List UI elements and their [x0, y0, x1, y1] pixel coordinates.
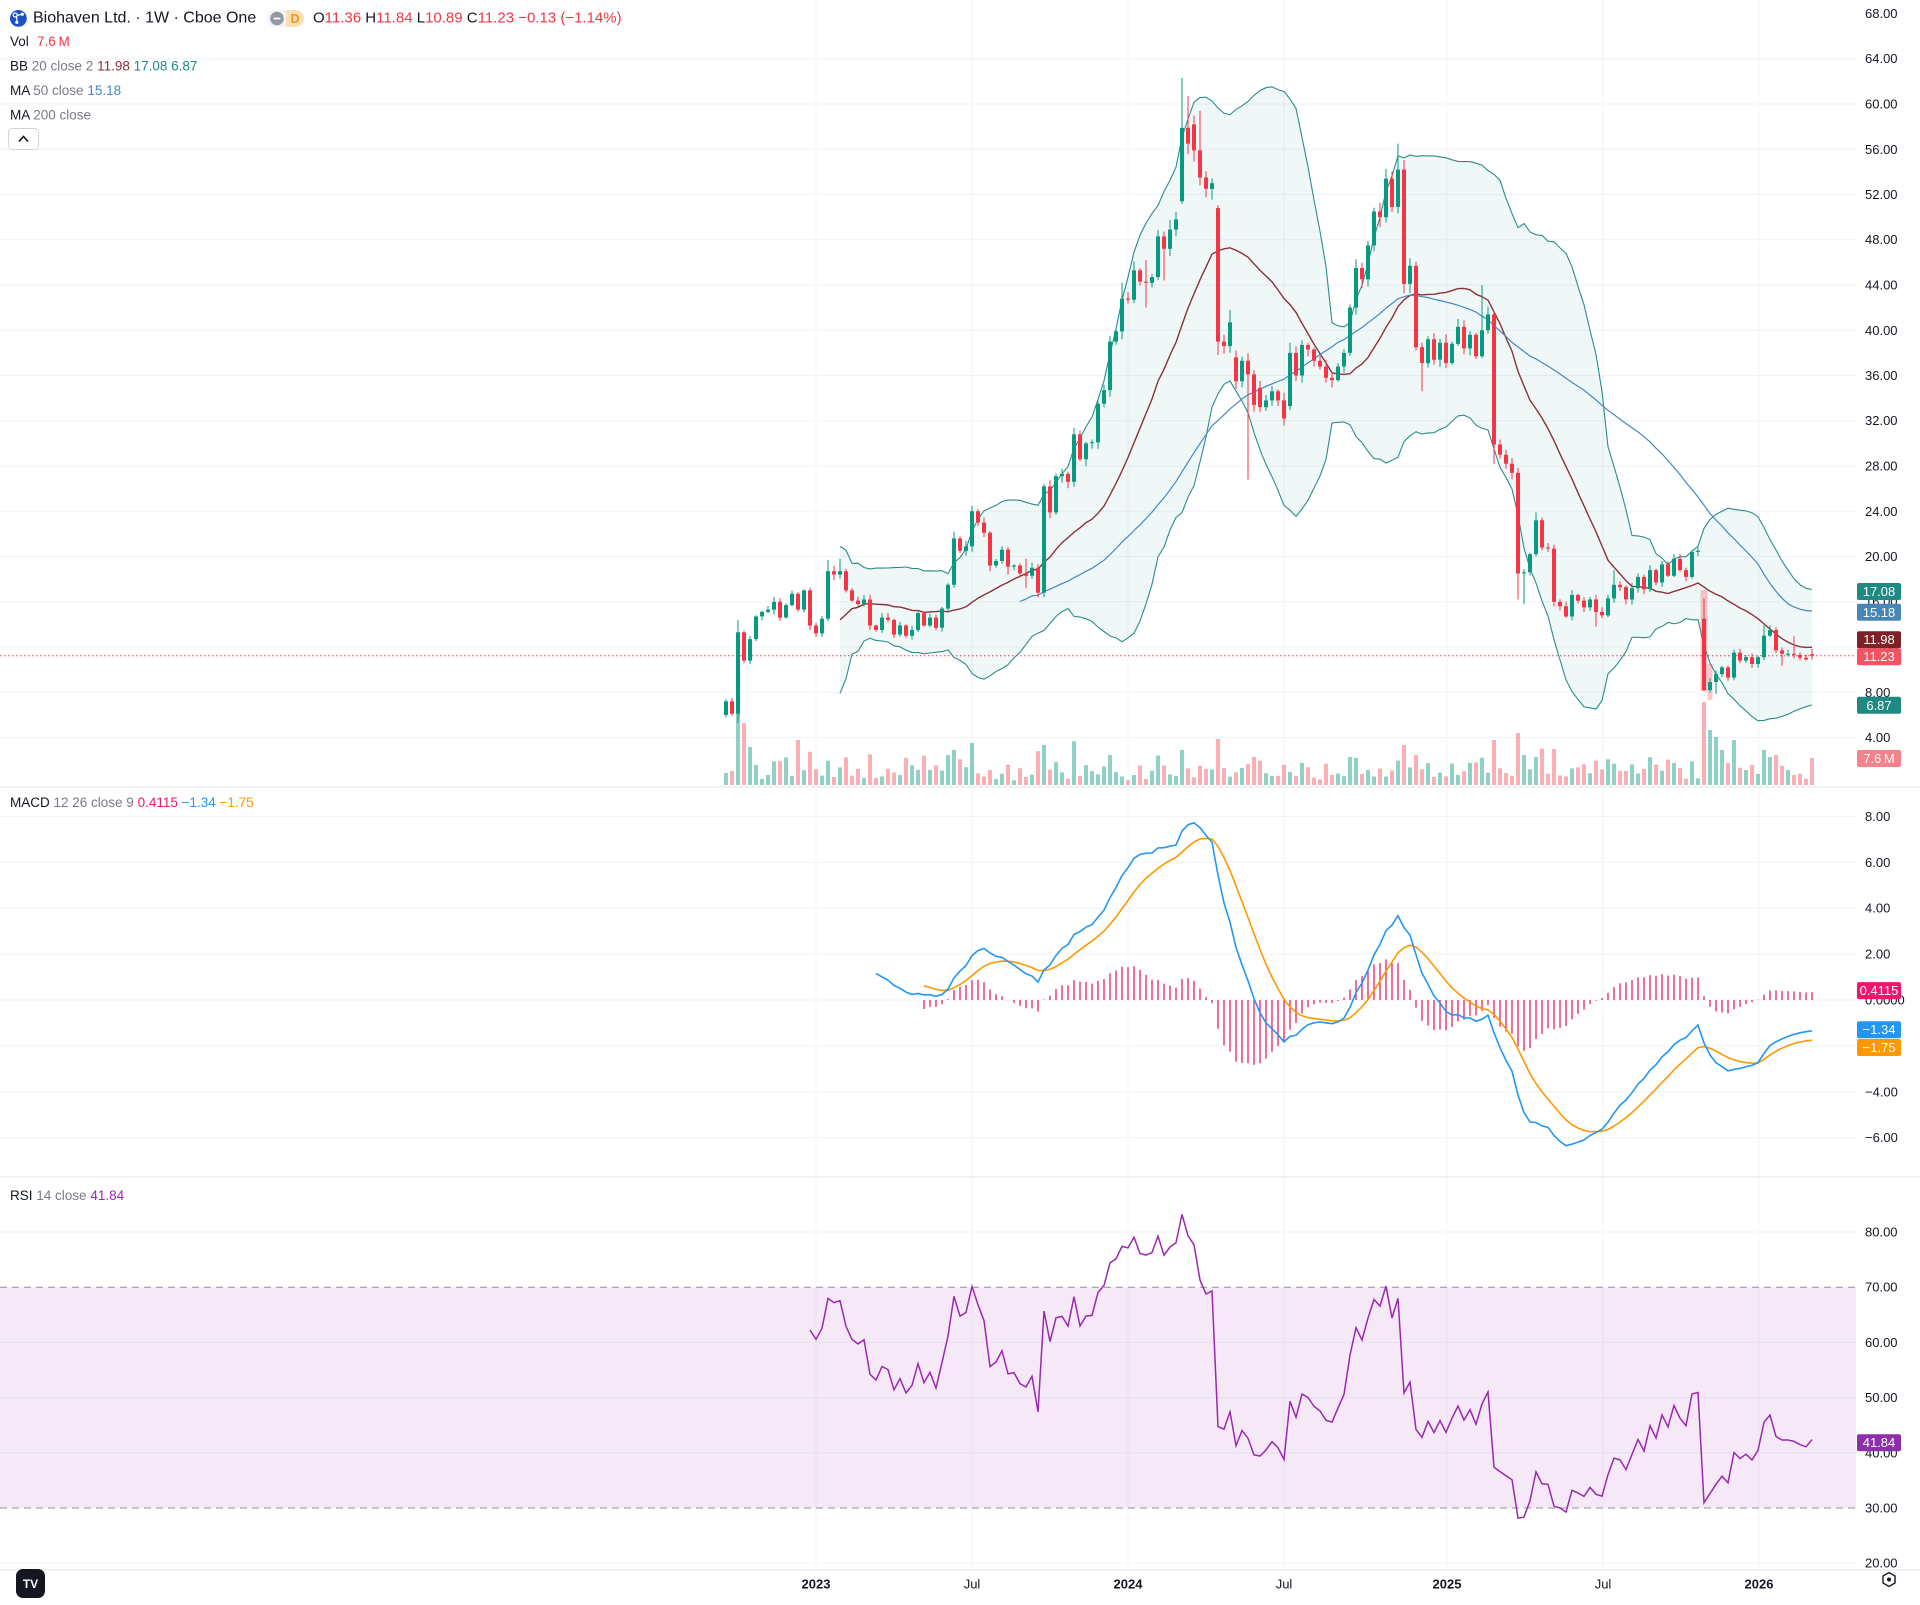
- svg-text:4.00: 4.00: [1865, 730, 1890, 745]
- svg-text:15.18: 15.18: [1863, 605, 1896, 620]
- svg-text:Jul: Jul: [1595, 1577, 1612, 1592]
- svg-text:30.00: 30.00: [1865, 1501, 1898, 1516]
- svg-text:2.00: 2.00: [1865, 947, 1890, 962]
- svg-text:28.00: 28.00: [1865, 459, 1898, 474]
- svg-text:11.23: 11.23: [1863, 649, 1895, 664]
- svg-text:6.00: 6.00: [1865, 855, 1890, 870]
- svg-text:68.00: 68.00: [1865, 6, 1898, 21]
- svg-text:60.00: 60.00: [1865, 1335, 1898, 1350]
- svg-text:7.6 M: 7.6 M: [1863, 751, 1895, 766]
- svg-text:17.08: 17.08: [1863, 584, 1896, 599]
- svg-text:7.6 M: 7.6 M: [37, 34, 70, 49]
- svg-text:50.00: 50.00: [1865, 1390, 1898, 1405]
- svg-text:20.00: 20.00: [1865, 549, 1898, 564]
- svg-text:2026: 2026: [1745, 1577, 1774, 1592]
- svg-text:80.00: 80.00: [1865, 1225, 1898, 1240]
- svg-text:24.00: 24.00: [1865, 504, 1898, 519]
- svg-text:2024: 2024: [1114, 1577, 1144, 1592]
- svg-text:70.00: 70.00: [1865, 1280, 1898, 1295]
- svg-text:52.00: 52.00: [1865, 187, 1898, 202]
- svg-text:44.00: 44.00: [1865, 278, 1898, 293]
- svg-text:BB 20 close 2 11.98 17.08 6.8: BB 20 close 2 11.98 17.08 6.87: [10, 59, 197, 74]
- svg-text:2025: 2025: [1433, 1577, 1462, 1592]
- svg-text:60.00: 60.00: [1865, 97, 1898, 112]
- svg-text:Biohaven Ltd. · 1W · Cboe One: Biohaven Ltd. · 1W · Cboe One: [33, 10, 256, 27]
- svg-text:D: D: [290, 12, 299, 26]
- svg-text:−4.00: −4.00: [1865, 1084, 1898, 1099]
- svg-text:48.00: 48.00: [1865, 232, 1898, 247]
- svg-text:64.00: 64.00: [1865, 51, 1898, 66]
- svg-text:36.00: 36.00: [1865, 368, 1898, 383]
- svg-text:RSI 14 close 41.84: RSI 14 close 41.84: [10, 1188, 125, 1203]
- svg-text:40.00: 40.00: [1865, 323, 1898, 338]
- svg-text:−1.34: −1.34: [1863, 1022, 1896, 1037]
- svg-text:Jul: Jul: [1276, 1577, 1293, 1592]
- svg-text:O11.36 H11.84 L10.89 C11.23 −0: O11.36 H11.84 L10.89 C11.23 −0.13 (−1.14…: [313, 10, 622, 27]
- svg-text:8.00: 8.00: [1865, 809, 1890, 824]
- svg-text:MA 200 close: MA 200 close: [10, 108, 91, 123]
- svg-text:11.98: 11.98: [1863, 632, 1895, 647]
- svg-text:20.00: 20.00: [1865, 1556, 1898, 1571]
- svg-text:TV: TV: [23, 1577, 38, 1591]
- svg-text:2023: 2023: [802, 1577, 831, 1592]
- svg-text:4.00: 4.00: [1865, 901, 1890, 916]
- svg-text:41.84: 41.84: [1863, 1435, 1896, 1450]
- svg-text:0.4115: 0.4115: [1860, 983, 1899, 998]
- svg-text:MACD 12 26 close 9 0.4115 −1.: MACD 12 26 close 9 0.4115 −1.34 −1.75: [10, 795, 254, 810]
- svg-text:−1.75: −1.75: [1863, 1040, 1896, 1055]
- svg-text:Jul: Jul: [964, 1577, 981, 1592]
- svg-text:32.00: 32.00: [1865, 413, 1898, 428]
- svg-text:6.87: 6.87: [1866, 698, 1891, 713]
- svg-text:−6.00: −6.00: [1865, 1130, 1898, 1145]
- svg-text:MA 50 close 15.18: MA 50 close 15.18: [10, 83, 121, 98]
- svg-text:56.00: 56.00: [1865, 142, 1898, 157]
- svg-text:Vol: Vol: [10, 34, 29, 49]
